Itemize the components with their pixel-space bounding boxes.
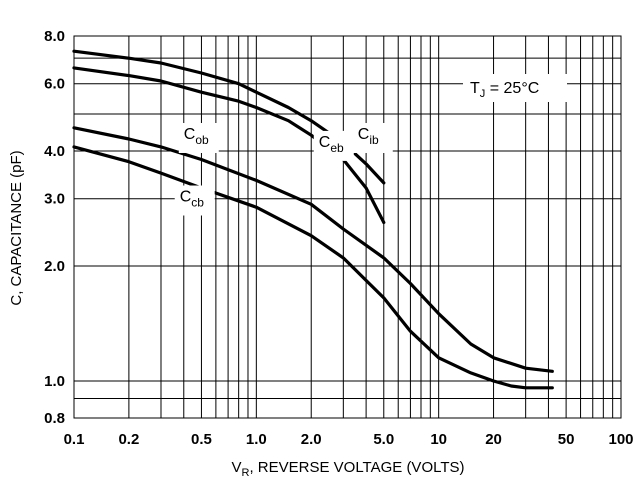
x-tick-label: 100 — [608, 431, 633, 448]
plot-frame — [73, 35, 622, 419]
y-tick-label: 6.0 — [44, 76, 65, 93]
series-label-background — [352, 122, 393, 153]
x-tick-label: 2.0 — [301, 431, 322, 448]
y-tick-label: 1.0 — [44, 373, 65, 390]
x-tick-labels: 0.1 0.2 0.5 1.0 2.0 5.0 10 20 50 100 — [64, 431, 634, 448]
x-axis-label-main: V — [231, 459, 241, 476]
x-tick-label: 5.0 — [373, 431, 394, 448]
series-labels: Cib Ceb Cob Ccb — [174, 122, 393, 216]
x-tick-label: 50 — [558, 431, 575, 448]
temperature-annotation: TJ = 25°C — [463, 74, 567, 102]
series-label-cib: Cib — [358, 126, 379, 147]
temperature-annotation-text: TJ = 25°C — [470, 80, 539, 100]
annotation-rest: = 25°C — [485, 80, 539, 97]
x-axis-label-sub: R — [242, 467, 250, 479]
series-line-ccb — [72, 145, 554, 390]
x-axis-label-rest: , REVERSE VOLTAGE (VOLTS) — [249, 459, 464, 476]
y-tick-label: 3.0 — [44, 191, 65, 208]
series-label-background — [174, 185, 215, 216]
y-tick-labels: 0.8 1.0 2.0 3.0 4.0 6.0 8.0 — [44, 28, 65, 427]
series-label-ceb: Ceb — [319, 134, 344, 155]
grid — [73, 35, 622, 419]
series-line-cib — [72, 49, 386, 185]
series-label-background — [178, 122, 219, 153]
y-tick-label: 4.0 — [44, 143, 65, 160]
y-tick-label: 0.8 — [44, 410, 65, 427]
series-label-cob: Cob — [184, 126, 209, 147]
y-tick-label: 8.0 — [44, 28, 65, 45]
x-tick-label: 0.2 — [118, 431, 139, 448]
annotation-sub: J — [480, 88, 486, 100]
x-tick-label: 0.1 — [64, 431, 85, 448]
x-tick-label: 1.0 — [246, 431, 267, 448]
series-label-ccb: Ccb — [180, 189, 205, 210]
y-tick-label: 2.0 — [44, 258, 65, 275]
annotation-main: T — [470, 80, 480, 97]
series-line-ceb — [72, 66, 386, 225]
annotation-background — [463, 74, 567, 102]
x-tick-label: 20 — [485, 431, 502, 448]
x-axis-label: VR, REVERSE VOLTAGE (VOLTS) — [231, 459, 464, 479]
x-tick-label: 10 — [430, 431, 447, 448]
x-tick-label: 0.5 — [191, 431, 212, 448]
series-label-background — [313, 130, 354, 161]
series-line-cob — [72, 126, 554, 373]
y-axis-label: C, CAPACITANCE (pF) — [8, 150, 25, 305]
